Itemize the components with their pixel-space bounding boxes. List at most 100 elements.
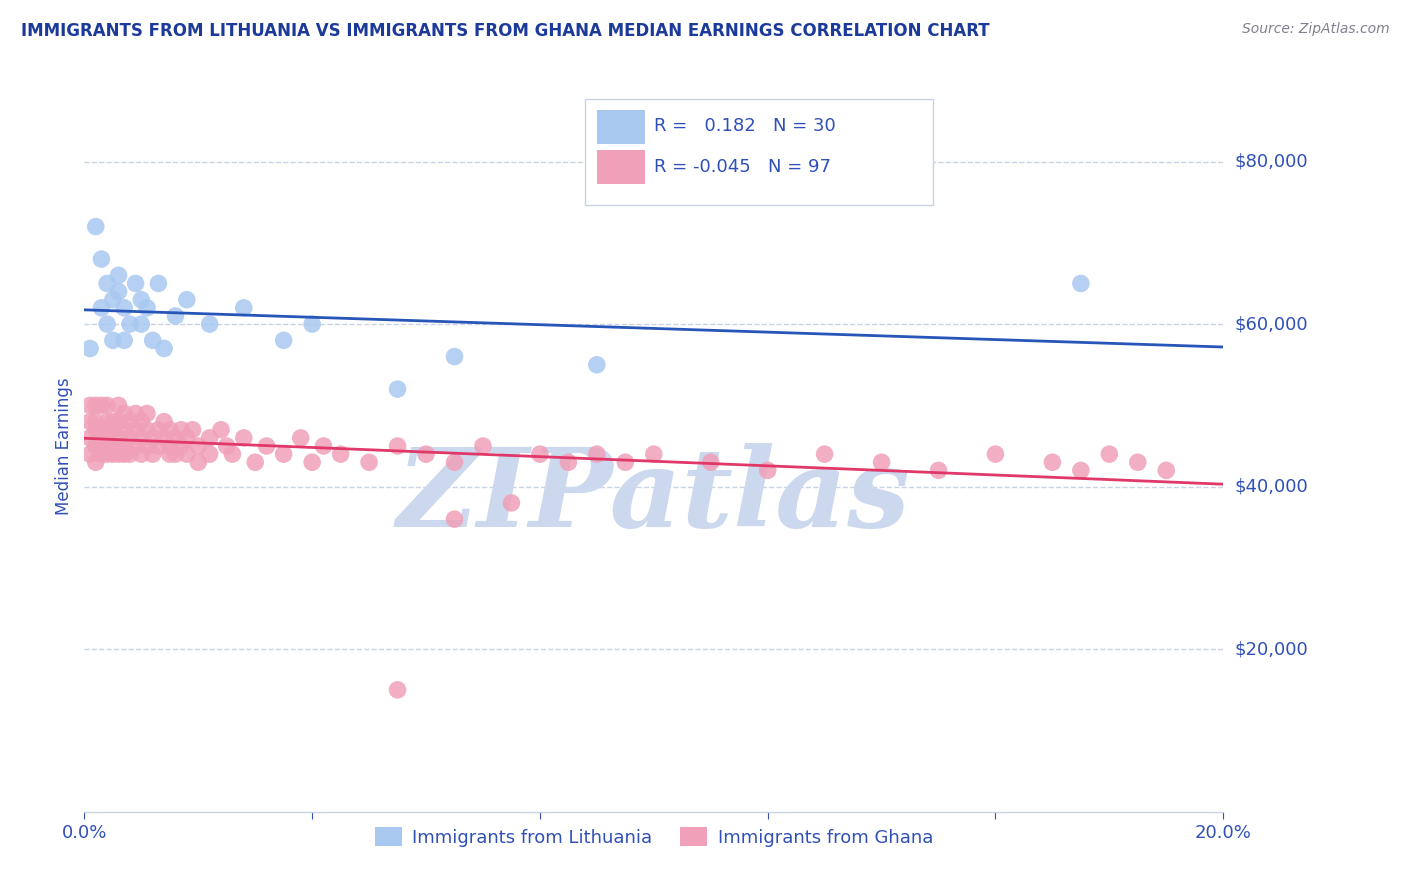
Point xyxy=(256,439,278,453)
Point xyxy=(643,447,665,461)
Point xyxy=(198,447,221,461)
Point xyxy=(131,415,153,429)
Point xyxy=(232,431,254,445)
Point xyxy=(96,431,118,445)
Point xyxy=(614,455,637,469)
Point xyxy=(387,682,409,697)
Point xyxy=(101,415,124,429)
Point xyxy=(153,431,176,445)
Point xyxy=(79,342,101,356)
Point xyxy=(124,407,146,421)
Point xyxy=(131,431,153,445)
Point xyxy=(79,415,101,429)
Point xyxy=(870,455,893,469)
Legend: Immigrants from Lithuania, Immigrants from Ghana: Immigrants from Lithuania, Immigrants fr… xyxy=(367,820,941,854)
Point xyxy=(101,293,124,307)
FancyBboxPatch shape xyxy=(598,151,645,184)
Point xyxy=(107,285,129,299)
Point xyxy=(387,439,409,453)
Point xyxy=(198,431,221,445)
Point xyxy=(273,334,295,348)
Point xyxy=(90,398,112,412)
FancyBboxPatch shape xyxy=(598,111,645,144)
Text: R = -0.045   N = 97: R = -0.045 N = 97 xyxy=(654,158,831,176)
Point xyxy=(84,455,107,469)
Point xyxy=(96,447,118,461)
Point xyxy=(124,423,146,437)
Text: IMMIGRANTS FROM LITHUANIA VS IMMIGRANTS FROM GHANA MEDIAN EARNINGS CORRELATION C: IMMIGRANTS FROM LITHUANIA VS IMMIGRANTS … xyxy=(21,22,990,40)
Point xyxy=(118,431,141,445)
Point xyxy=(90,447,112,461)
Y-axis label: Median Earnings: Median Earnings xyxy=(55,377,73,515)
Point xyxy=(312,439,335,453)
Point xyxy=(90,252,112,266)
Point xyxy=(124,439,146,453)
Point xyxy=(232,301,254,315)
Point xyxy=(90,423,112,437)
Point xyxy=(290,431,312,445)
Point xyxy=(1042,455,1064,469)
Point xyxy=(112,407,135,421)
Point xyxy=(301,455,323,469)
Point xyxy=(84,415,107,429)
Point xyxy=(112,439,135,453)
Point xyxy=(90,439,112,453)
Point xyxy=(131,317,153,331)
Point xyxy=(415,447,437,461)
Point xyxy=(329,447,352,461)
Point xyxy=(273,447,295,461)
Text: $60,000: $60,000 xyxy=(1234,315,1308,333)
Text: $20,000: $20,000 xyxy=(1234,640,1308,658)
FancyBboxPatch shape xyxy=(585,99,932,204)
Point xyxy=(107,398,129,412)
Point xyxy=(176,447,198,461)
Point xyxy=(79,431,101,445)
Point xyxy=(96,317,118,331)
Point xyxy=(131,293,153,307)
Point xyxy=(176,431,198,445)
Point xyxy=(84,439,107,453)
Point xyxy=(221,447,243,461)
Point xyxy=(1126,455,1149,469)
Text: $80,000: $80,000 xyxy=(1234,153,1308,170)
Point xyxy=(181,423,204,437)
Point xyxy=(170,439,193,453)
Point xyxy=(112,301,135,315)
Point xyxy=(245,455,267,469)
Point xyxy=(209,423,232,437)
Point xyxy=(124,277,146,291)
Point xyxy=(107,268,129,283)
Point xyxy=(159,447,181,461)
Point xyxy=(165,309,187,323)
Point xyxy=(1098,447,1121,461)
Point xyxy=(557,455,579,469)
Point xyxy=(148,439,170,453)
Point xyxy=(586,447,609,461)
Text: Source: ZipAtlas.com: Source: ZipAtlas.com xyxy=(1241,22,1389,37)
Point xyxy=(90,301,112,315)
Text: $40,000: $40,000 xyxy=(1234,477,1308,496)
Point xyxy=(1070,463,1092,477)
Point xyxy=(79,398,101,412)
Point xyxy=(90,431,112,445)
Point xyxy=(529,447,551,461)
Point xyxy=(159,423,181,437)
Point xyxy=(96,398,118,412)
Point xyxy=(101,447,124,461)
Point xyxy=(118,415,141,429)
Point xyxy=(153,415,176,429)
Point xyxy=(148,423,170,437)
Point xyxy=(142,431,165,445)
Point xyxy=(814,447,837,461)
Point xyxy=(443,455,465,469)
Point xyxy=(1070,277,1092,291)
Point xyxy=(176,293,198,307)
Point xyxy=(187,455,209,469)
Point xyxy=(96,415,118,429)
Point xyxy=(84,219,107,234)
Point xyxy=(112,334,135,348)
Point xyxy=(84,423,107,437)
Point xyxy=(96,277,118,291)
Point xyxy=(700,455,723,469)
Point xyxy=(79,447,101,461)
